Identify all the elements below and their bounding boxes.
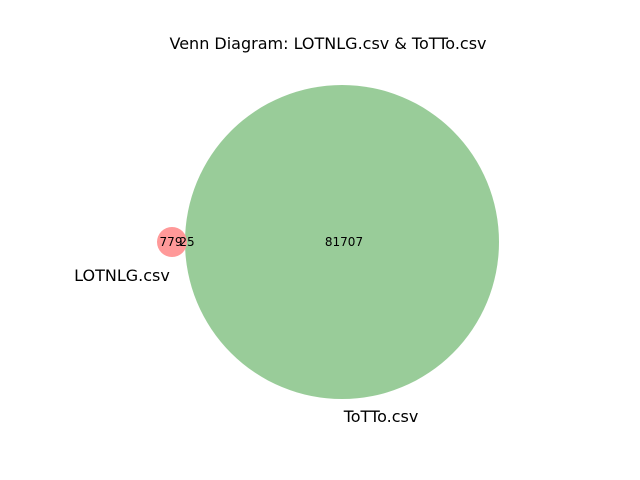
set-b-circle xyxy=(185,85,499,399)
region-b-only-count: 81707 xyxy=(325,235,363,249)
chart-title: Venn Diagram: LOTNLG.csv & ToTTo.csv xyxy=(170,34,487,53)
set-a-label: LOTNLG.csv xyxy=(74,266,170,285)
set-a-circle xyxy=(157,227,187,257)
region-a-only-count: 779 xyxy=(160,235,183,249)
region-intersection-count: 25 xyxy=(179,235,194,249)
set-b-label: ToTTo.csv xyxy=(343,407,419,426)
